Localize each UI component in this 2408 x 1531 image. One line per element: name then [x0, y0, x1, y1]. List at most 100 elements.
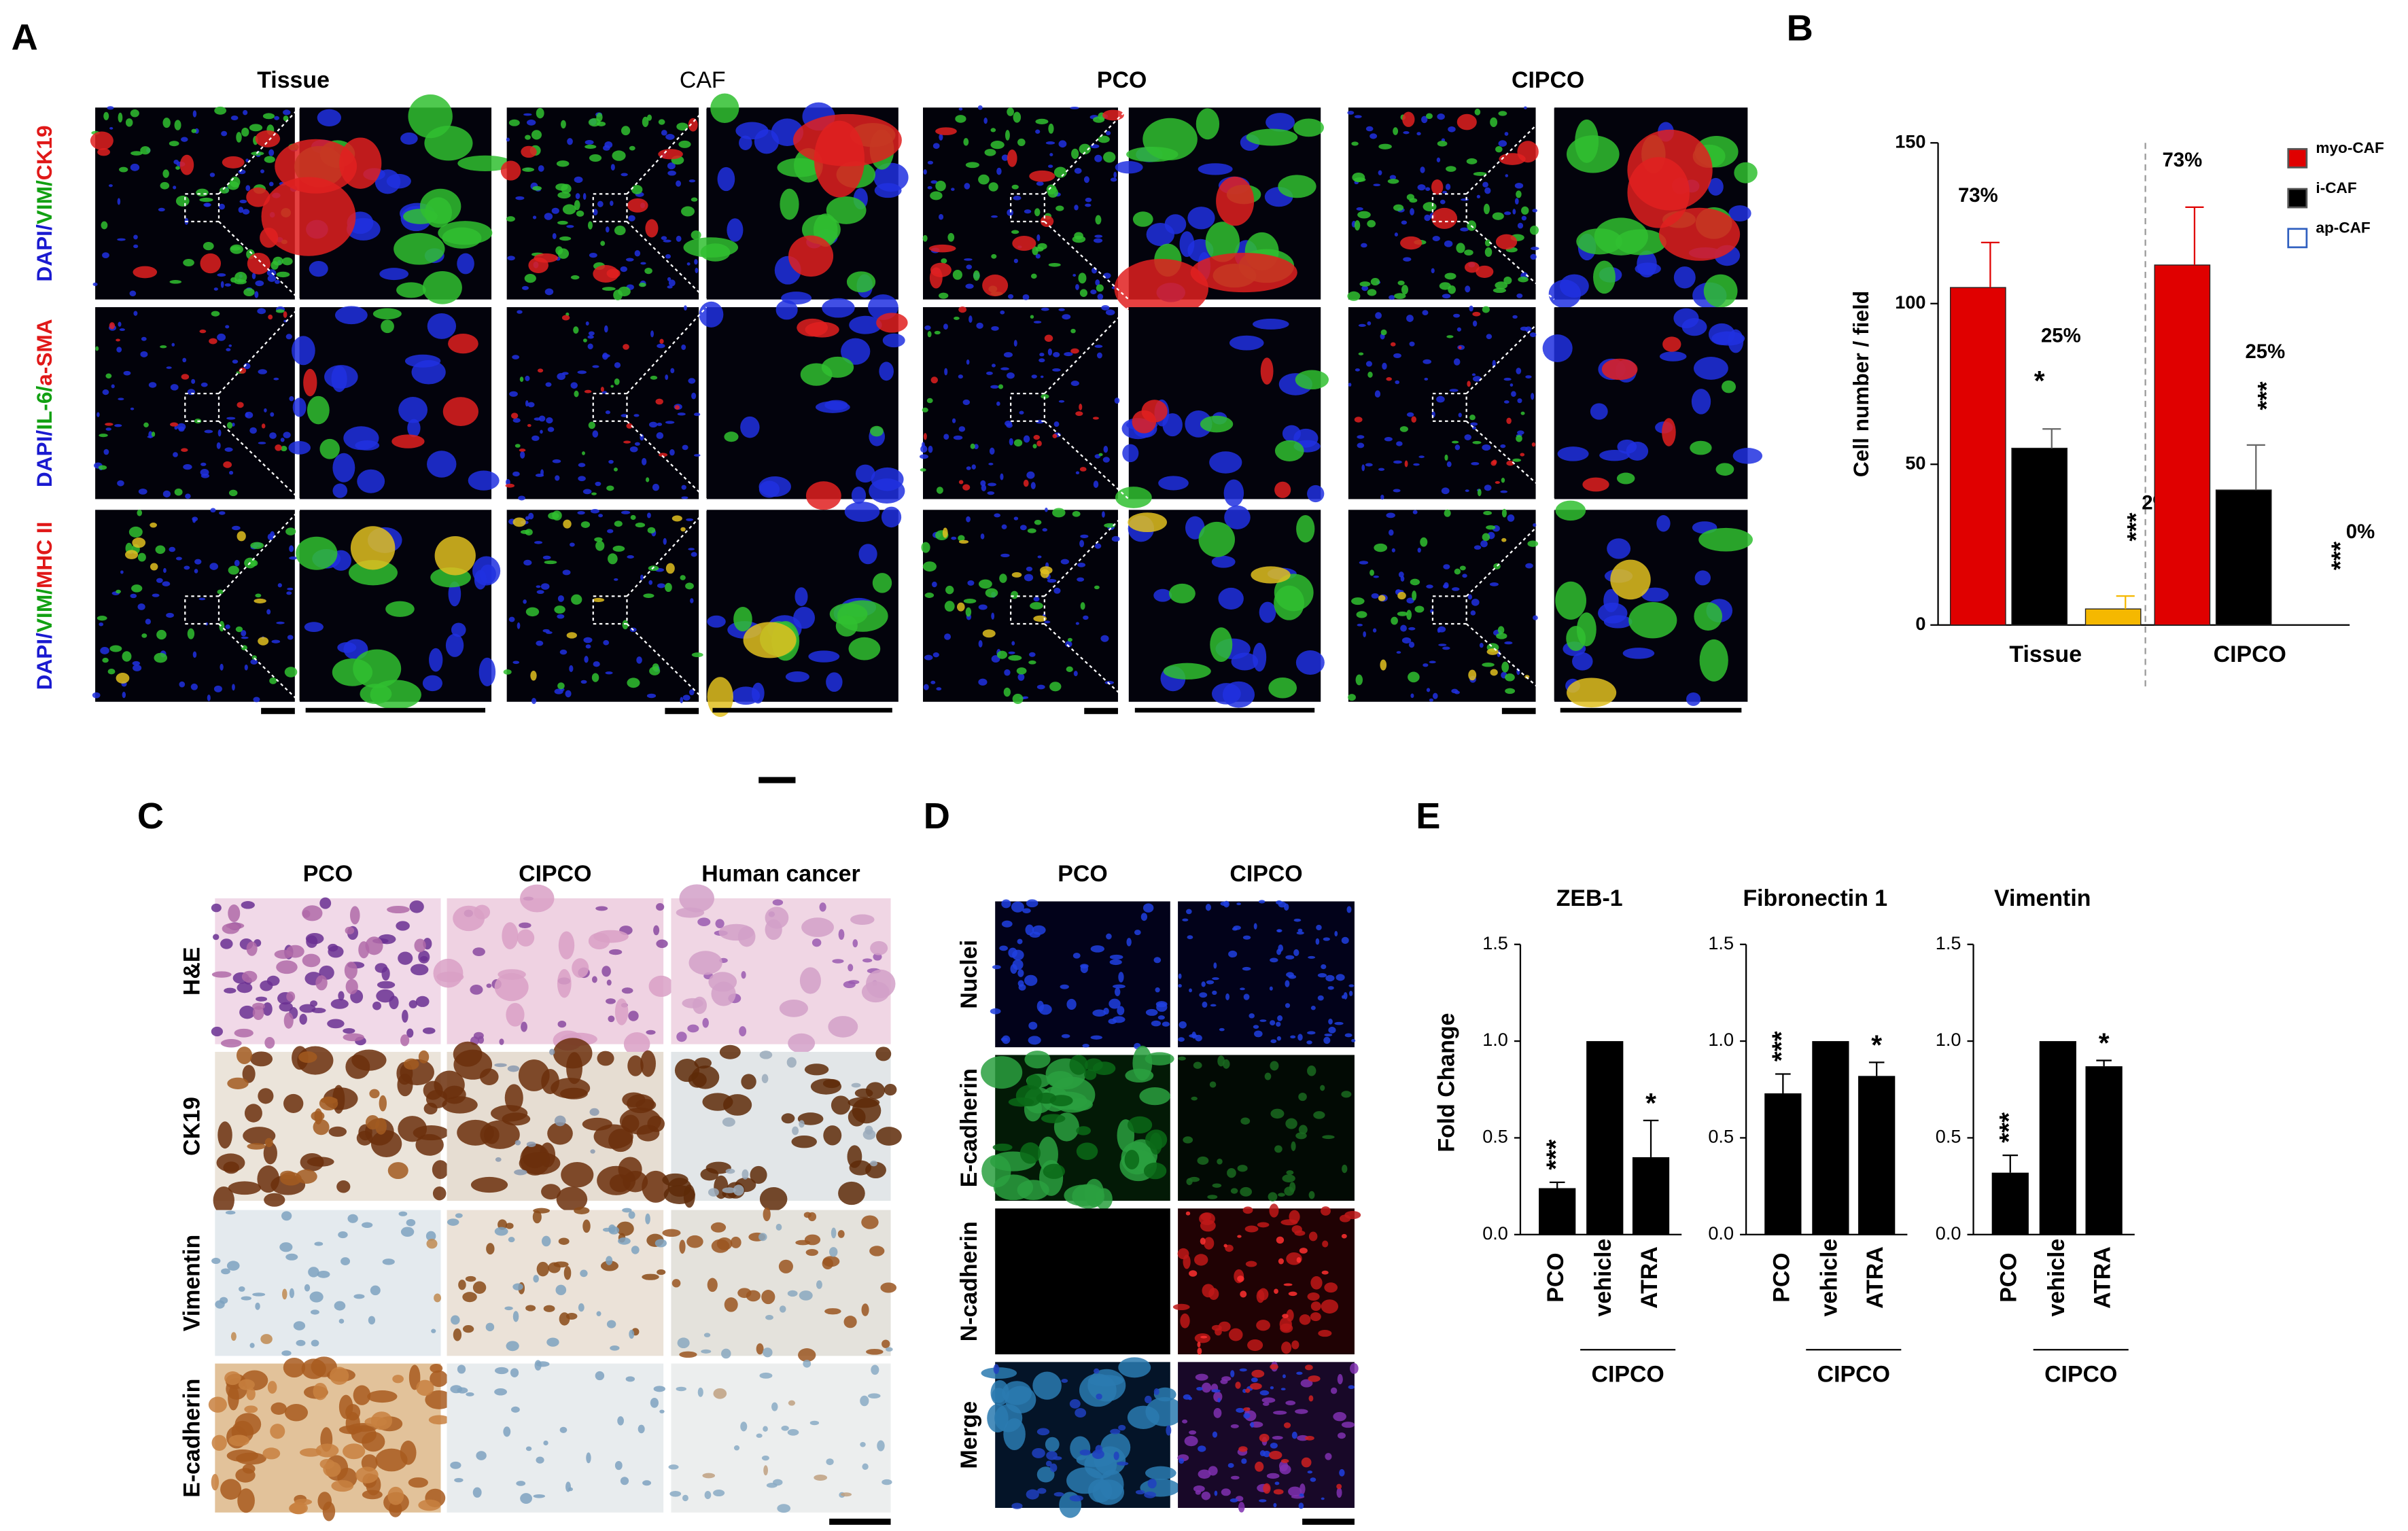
cell [252, 1292, 266, 1297]
cell [1214, 1490, 1218, 1496]
cell [626, 423, 633, 429]
cell [645, 1213, 650, 1225]
cell [1026, 1489, 1039, 1500]
cell [525, 135, 531, 140]
cell [1003, 687, 1011, 697]
cell [211, 903, 222, 913]
cell [1048, 164, 1053, 169]
cell [335, 306, 368, 325]
cell [669, 1490, 682, 1497]
cell [710, 1222, 727, 1233]
cell [1053, 1492, 1064, 1497]
cell [1480, 540, 1488, 548]
cell [870, 1160, 878, 1167]
cell [519, 922, 531, 928]
cell [512, 355, 520, 359]
cell [271, 1402, 287, 1415]
cell [881, 506, 902, 528]
cell [117, 238, 126, 241]
cell [249, 124, 263, 132]
cell [994, 1404, 1023, 1432]
cell [1007, 294, 1014, 299]
cell [1492, 212, 1504, 220]
cell [667, 171, 676, 176]
micrograph [93, 306, 295, 499]
cell [952, 269, 962, 280]
cell [1191, 1032, 1196, 1039]
cell [608, 553, 618, 565]
cell [213, 1186, 234, 1214]
cell [1033, 597, 1040, 602]
cell [213, 685, 222, 692]
micrograph [981, 1045, 1174, 1210]
cell [758, 1233, 767, 1242]
cell [1100, 635, 1109, 642]
cell [1183, 1136, 1193, 1144]
cell [337, 642, 357, 653]
cell [1285, 1003, 1291, 1008]
cell [1001, 524, 1007, 529]
cell [1396, 441, 1403, 446]
cell [319, 438, 340, 459]
cell [166, 366, 172, 369]
cell [575, 193, 580, 200]
cell [264, 1193, 285, 1207]
cell [494, 1388, 508, 1396]
cell [327, 1019, 345, 1029]
cell [1191, 1096, 1198, 1101]
cell [1325, 1453, 1332, 1460]
cell [648, 580, 653, 585]
cell [1298, 1125, 1308, 1135]
micrograph [1128, 505, 1325, 708]
cell [1308, 1375, 1321, 1382]
cell [109, 127, 114, 130]
cell [944, 633, 952, 640]
cell [420, 955, 428, 962]
cell [585, 321, 589, 326]
cell [117, 480, 124, 487]
cell [665, 374, 669, 381]
cell [1105, 309, 1115, 315]
cell [1330, 1387, 1338, 1394]
cell [1593, 260, 1616, 294]
cell [880, 1282, 897, 1293]
cell [931, 581, 937, 588]
significance: *** [1541, 1140, 1570, 1170]
cell [739, 135, 752, 150]
cell [1223, 479, 1244, 507]
panel-label: B [1787, 8, 1813, 49]
cell [1453, 313, 1461, 318]
cell [232, 684, 235, 691]
cell [1260, 357, 1274, 385]
cell [788, 1400, 796, 1406]
cell [1087, 1479, 1113, 1503]
cell [1072, 235, 1086, 243]
cell [602, 1227, 612, 1232]
cell [241, 630, 247, 637]
cell [574, 390, 579, 398]
cell [593, 264, 619, 283]
cell [608, 459, 614, 464]
micrograph [1348, 305, 1537, 500]
cell [1531, 442, 1536, 447]
cell [557, 595, 564, 602]
cell [557, 1020, 567, 1028]
cell [455, 1213, 463, 1218]
cell [966, 359, 970, 365]
cell [281, 1350, 292, 1356]
column-title: PCO [1058, 861, 1107, 887]
cell [1414, 605, 1425, 613]
cell [1195, 1373, 1208, 1381]
cell [655, 1239, 667, 1248]
cell [542, 555, 551, 560]
cell [1075, 471, 1080, 474]
cell [1033, 435, 1040, 440]
cell [631, 185, 643, 194]
cell [676, 122, 688, 131]
cell [1472, 320, 1478, 327]
cell [965, 283, 974, 289]
cell [261, 423, 266, 429]
cell [1512, 315, 1518, 319]
cell [787, 1429, 799, 1436]
cell [1036, 684, 1045, 690]
